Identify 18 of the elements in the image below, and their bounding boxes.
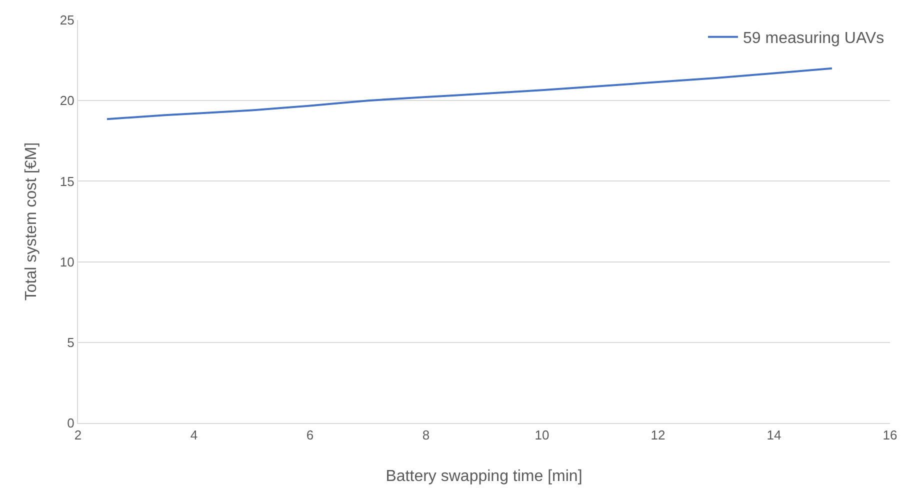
line-series <box>106 67 833 120</box>
x-tick-label: 8 <box>422 428 430 443</box>
x-tick-label: 10 <box>534 428 550 443</box>
x-tick-label: 4 <box>190 428 198 443</box>
y-tick-label: 10 <box>60 254 74 270</box>
y-tick-label: 15 <box>60 174 74 189</box>
y-tick-label: 5 <box>67 334 74 350</box>
x-tick-label: 6 <box>306 428 314 443</box>
x-tick-label: 16 <box>882 428 898 443</box>
y-axis-title: Total system cost [€M] <box>23 142 40 301</box>
x-tick-label: 12 <box>650 428 666 443</box>
x-tick-label: 14 <box>766 428 782 443</box>
x-tick-label: 2 <box>74 428 82 443</box>
y-tick-label: 0 <box>67 416 74 431</box>
y-tick-label: 20 <box>60 93 74 108</box>
y-tick-label: 25 <box>60 12 74 28</box>
x-axis-title: Battery swapping time [min] <box>386 468 582 485</box>
legend-label: 59 measuring UAVs <box>743 30 884 48</box>
